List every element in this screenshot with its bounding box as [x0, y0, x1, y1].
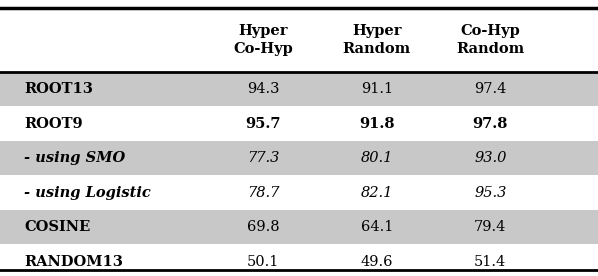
- Text: COSINE: COSINE: [24, 220, 90, 234]
- Text: - using Logistic: - using Logistic: [24, 185, 151, 200]
- Text: - using SMO: - using SMO: [24, 151, 125, 165]
- Text: 95.3: 95.3: [474, 185, 507, 200]
- Text: Hyper
Random: Hyper Random: [343, 24, 411, 56]
- Text: 82.1: 82.1: [361, 185, 393, 200]
- Text: Co-Hyp
Random: Co-Hyp Random: [456, 24, 524, 56]
- Text: 97.4: 97.4: [474, 82, 507, 96]
- Text: 50.1: 50.1: [247, 254, 279, 269]
- Text: 94.3: 94.3: [247, 82, 279, 96]
- Text: 64.1: 64.1: [361, 220, 393, 234]
- Text: ROOT13: ROOT13: [24, 82, 93, 96]
- Text: 77.3: 77.3: [247, 151, 279, 165]
- Bar: [0, 210, 598, 244]
- Text: 79.4: 79.4: [474, 220, 507, 234]
- Text: RANDOM13: RANDOM13: [24, 254, 123, 269]
- Text: ROOT9: ROOT9: [24, 116, 83, 131]
- Text: 69.8: 69.8: [247, 220, 279, 234]
- Text: 49.6: 49.6: [361, 254, 393, 269]
- Text: 78.7: 78.7: [247, 185, 279, 200]
- Text: 95.7: 95.7: [245, 116, 281, 131]
- Bar: [0, 141, 598, 175]
- Text: Hyper
Co-Hyp: Hyper Co-Hyp: [233, 24, 293, 56]
- Text: 91.8: 91.8: [359, 116, 395, 131]
- Text: 97.8: 97.8: [472, 116, 508, 131]
- Text: 80.1: 80.1: [361, 151, 393, 165]
- Bar: [0, 72, 598, 106]
- Text: 51.4: 51.4: [474, 254, 507, 269]
- Text: 91.1: 91.1: [361, 82, 393, 96]
- Text: 93.0: 93.0: [474, 151, 507, 165]
